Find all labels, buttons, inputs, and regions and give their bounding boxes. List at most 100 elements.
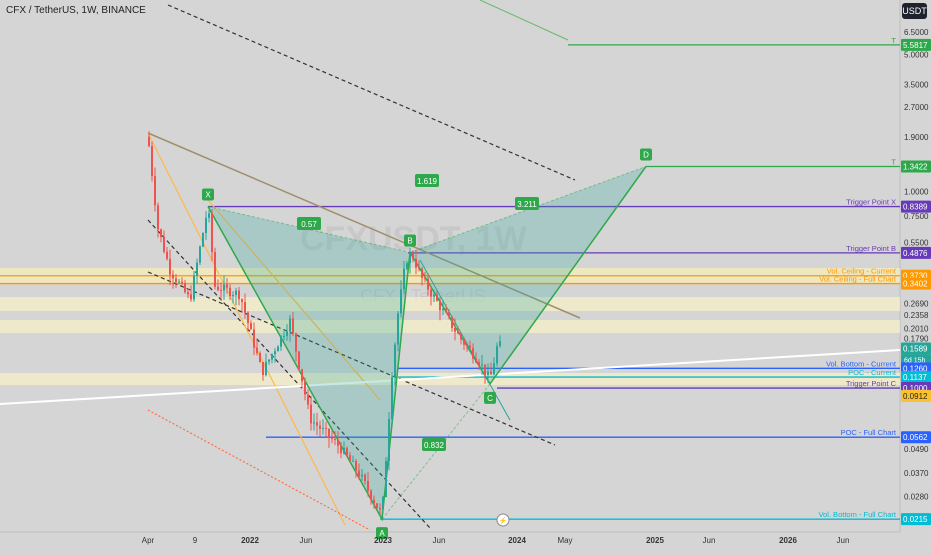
level-label: POC - Current <box>848 368 897 377</box>
y-tick-label: 2.7000 <box>904 103 929 112</box>
candle-body <box>346 447 348 456</box>
pattern-point-label: D <box>643 150 649 159</box>
candle-body <box>343 447 345 454</box>
price-badge-label: 5.5817 <box>903 41 928 50</box>
zone-band <box>0 373 900 385</box>
candle-body <box>385 461 387 498</box>
candle-body <box>319 425 321 429</box>
candle-body <box>382 497 384 510</box>
y-tick-label: 0.0490 <box>904 445 929 454</box>
ratio-label: 1.619 <box>417 177 438 186</box>
candle-body <box>265 361 267 376</box>
candle-body <box>172 274 174 279</box>
candle-body <box>412 253 414 259</box>
countdown-badge <box>901 354 931 365</box>
candle-body <box>370 490 372 500</box>
candle-body <box>298 351 300 370</box>
price-badge <box>901 246 931 259</box>
ratio-label: 0.57 <box>301 220 317 229</box>
pattern-point-badge <box>484 391 496 404</box>
y-tick-label: 0.0280 <box>904 493 929 502</box>
candle-body <box>394 344 396 378</box>
candle-body <box>478 362 480 366</box>
ratio-badge <box>422 438 446 451</box>
level-label: Trigger Point C <box>846 379 897 388</box>
candle-body <box>259 353 261 363</box>
candle-body <box>292 318 294 334</box>
price-badge-label: 0.0562 <box>903 433 928 442</box>
price-badge-label: 0.0912 <box>903 392 928 401</box>
price-badge-label: 0.3402 <box>903 280 928 289</box>
candle-body <box>457 331 459 334</box>
candle-body <box>361 474 363 477</box>
level-label: Trigger Point B <box>846 244 896 253</box>
candle-body <box>328 428 330 438</box>
x-tick-label: Apr <box>142 536 155 545</box>
x-tick-label: 2023 <box>374 536 392 545</box>
level-label: Vol. Bottom - Current <box>826 359 897 368</box>
price-badge-label: 1.3422 <box>903 162 928 171</box>
candle-body <box>439 300 441 311</box>
candle-body <box>448 312 450 317</box>
level-label: Vol. Ceiling - Current <box>827 267 897 276</box>
y-tick-label: 0.7500 <box>904 212 929 221</box>
pattern-diag <box>381 383 491 520</box>
candle-body <box>196 262 198 276</box>
candle-body <box>295 333 297 352</box>
candle-body <box>415 258 417 268</box>
x-tick-label: 2025 <box>646 536 664 545</box>
price-badge <box>901 431 931 444</box>
candle-body <box>187 292 189 295</box>
y-tick-label: 0.2690 <box>904 300 929 309</box>
candle-body <box>205 217 207 234</box>
trend-line <box>167 4 576 181</box>
candle-body <box>421 268 423 278</box>
pattern-point-badge <box>404 234 416 247</box>
candle-body <box>286 331 288 336</box>
candle-body <box>364 474 366 481</box>
candle-body <box>325 428 327 430</box>
candle-body <box>499 341 501 347</box>
candle-body <box>241 299 243 303</box>
candle-body <box>397 313 399 345</box>
trend-line <box>479 0 569 41</box>
symbol-header: CFX / TetherUS, 1W, BINANCE <box>6 5 146 16</box>
price-badge <box>901 513 931 526</box>
price-badge <box>901 371 931 384</box>
x-tick-label: Jun <box>837 536 850 545</box>
price-badge-label: 0.1589 <box>903 345 928 354</box>
candle-body <box>280 336 282 347</box>
candle-body <box>289 318 291 332</box>
price-badge-label: 0.1260 <box>903 364 928 373</box>
candle-body <box>322 428 324 430</box>
level-label: POC - Full Chart <box>841 428 897 437</box>
currency-button[interactable]: USDT <box>902 3 927 19</box>
candle-body <box>169 258 171 275</box>
candle-body <box>379 507 381 510</box>
candle-body <box>496 346 498 364</box>
candle-body <box>313 422 315 424</box>
candle-body <box>403 268 405 290</box>
candle-body <box>247 312 249 324</box>
pattern-point-label: X <box>205 190 211 199</box>
candle-body <box>490 371 492 375</box>
candle-body <box>220 289 222 291</box>
candle-body <box>391 377 393 420</box>
y-tick-label: 3.5000 <box>904 81 929 90</box>
y-tick-label: 0.2358 <box>904 311 929 320</box>
x-tick-label: 2022 <box>241 536 259 545</box>
candle-body <box>355 460 357 471</box>
pattern-bcd <box>410 166 646 384</box>
lightning-glyph: ⚡ <box>499 516 508 525</box>
candle-body <box>160 229 162 238</box>
candle-body <box>271 354 273 360</box>
candle-body <box>463 339 465 345</box>
ratio-label: 0.832 <box>424 441 445 450</box>
level-label: Vol. Bottom - Full Chart <box>818 510 896 519</box>
candle-body <box>418 267 420 269</box>
candle-body <box>211 213 213 253</box>
y-tick-label: 0.0370 <box>904 469 929 478</box>
candle-body <box>235 290 237 296</box>
